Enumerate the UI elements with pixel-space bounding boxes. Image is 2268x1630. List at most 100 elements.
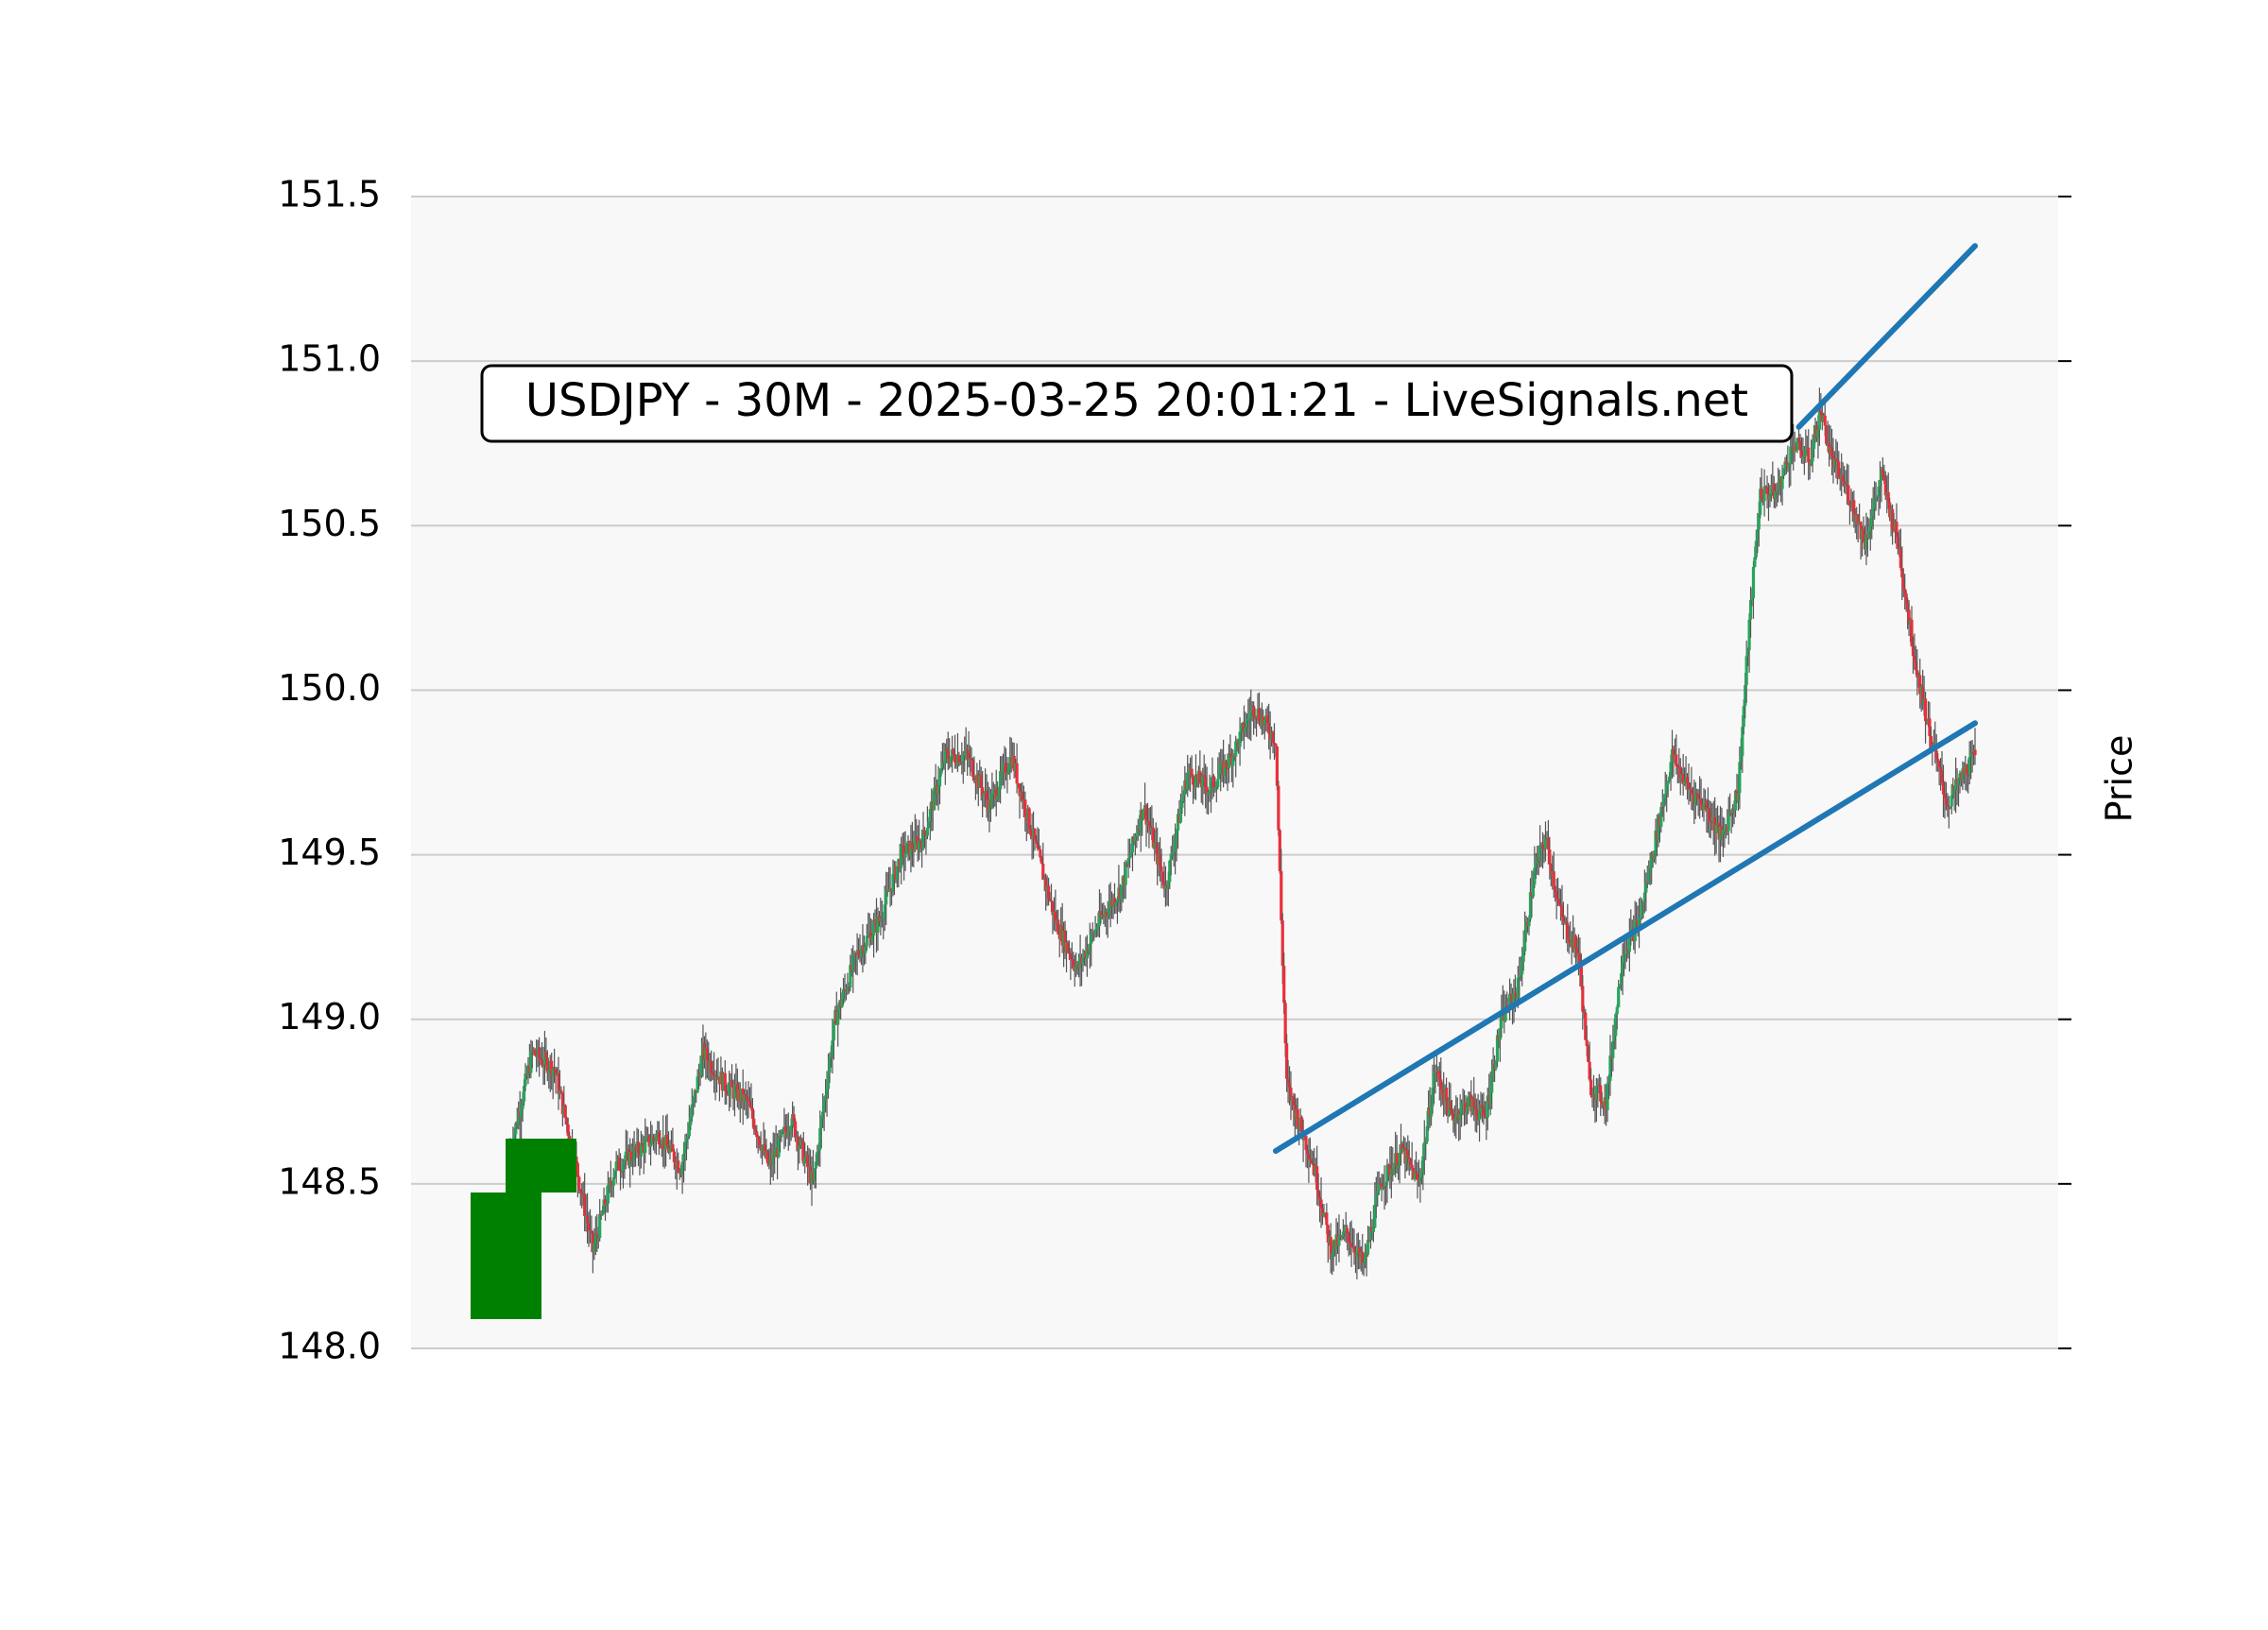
candle-down (1548, 849, 1552, 865)
candle-up (997, 789, 1001, 797)
candle-down (1310, 1158, 1314, 1164)
candle-down (1475, 1108, 1479, 1117)
candle-up (1742, 706, 1745, 728)
candle-down (1941, 782, 1946, 795)
candle-down (1900, 567, 1904, 578)
candle-up (1622, 955, 1626, 964)
candle-up (1153, 842, 1157, 848)
candle-down (856, 950, 861, 955)
candle-up (1397, 1164, 1400, 1169)
candle-down (1934, 750, 1938, 759)
candle-up (1650, 854, 1654, 868)
candle-down (1069, 953, 1073, 959)
candle-up (788, 1130, 792, 1133)
candle-up (1206, 792, 1211, 795)
candle-down (1316, 1190, 1320, 1197)
candle-up (1967, 757, 1971, 776)
candle-down (1445, 1087, 1449, 1102)
candle-down (1066, 942, 1070, 952)
candle-down (710, 1060, 713, 1073)
candle-up (1217, 774, 1221, 780)
candle-up (814, 1161, 818, 1169)
candle-up (1657, 815, 1660, 841)
candle-up (1652, 853, 1657, 859)
candle-up (826, 1072, 831, 1090)
y-tick-label: 151.5 (278, 174, 381, 215)
candle-up (1477, 1112, 1482, 1121)
candle-up (786, 1131, 790, 1136)
candle-up (1231, 755, 1235, 766)
candle-down (1890, 508, 1895, 530)
candle-down (609, 1181, 612, 1185)
candle-down (1154, 842, 1158, 845)
chart-title: USDJPY - 30M - 2025-03-25 20:01:21 - Liv… (525, 374, 1748, 427)
candle-up (1124, 864, 1127, 885)
candle-down (1286, 1078, 1290, 1085)
candle-down (1929, 736, 1933, 749)
candle-down (752, 1118, 756, 1129)
candle-up (598, 1214, 602, 1239)
candle-up (1693, 793, 1697, 804)
candle-down (1325, 1212, 1329, 1226)
candle-up (1608, 1055, 1612, 1081)
candle-down (994, 788, 998, 800)
candle-down (651, 1137, 656, 1140)
candle-down (1691, 793, 1694, 796)
candle-up (1120, 885, 1124, 900)
candle-down (550, 1060, 554, 1077)
candle-down (1907, 609, 1911, 625)
candle-down (723, 1072, 727, 1091)
candle-down (1315, 1166, 1319, 1191)
candle-down (1271, 731, 1275, 744)
candle-up (1355, 1251, 1359, 1258)
candle-up (936, 786, 940, 795)
candle-down (1540, 844, 1545, 849)
candle-down (1552, 871, 1555, 887)
candle-up (1783, 461, 1787, 470)
candle-down (1587, 1045, 1590, 1062)
trendline (1272, 720, 1978, 1155)
candle-up (1343, 1231, 1347, 1233)
candle-down (1156, 844, 1160, 865)
candle-down (618, 1169, 623, 1172)
candle-up (1432, 1072, 1436, 1089)
candle-up (760, 1146, 765, 1151)
candle-up (1956, 779, 1961, 785)
candle-down (1599, 1085, 1603, 1102)
candle-up (1094, 929, 1099, 931)
candle-up (639, 1142, 643, 1157)
candle-down (1582, 1011, 1586, 1014)
candle-down (1546, 837, 1551, 849)
candle-up (1130, 836, 1135, 853)
candle-down (1799, 450, 1804, 458)
candle-up (1239, 726, 1244, 732)
candle-up (1142, 810, 1145, 819)
candle-up (1533, 867, 1537, 885)
candle-up (1531, 884, 1535, 897)
candle-down (1847, 501, 1852, 506)
candle-down (1699, 798, 1703, 805)
candle-up (1216, 779, 1220, 788)
candle-up (654, 1135, 659, 1141)
candle-up (683, 1141, 687, 1155)
candle-up (1005, 773, 1009, 775)
candle-up (937, 774, 942, 787)
candle-up (1777, 489, 1780, 492)
candle-up (913, 835, 917, 850)
candle-up (1374, 1195, 1378, 1206)
candle-up (1759, 489, 1762, 515)
candle-up (1088, 943, 1091, 952)
candle-down (765, 1151, 770, 1164)
candle-down (1695, 793, 1699, 796)
candle-up (529, 1051, 533, 1073)
candle-up (1961, 768, 1965, 780)
candle-down (1482, 1108, 1486, 1116)
candle-down (1029, 829, 1033, 835)
candle-up (867, 934, 870, 936)
candle-up (1460, 1104, 1464, 1114)
candle-down (553, 1069, 557, 1071)
candle-up (689, 1117, 693, 1125)
candle-up (1139, 810, 1143, 831)
candle-up (1867, 531, 1871, 539)
candle-up (1486, 1095, 1489, 1118)
